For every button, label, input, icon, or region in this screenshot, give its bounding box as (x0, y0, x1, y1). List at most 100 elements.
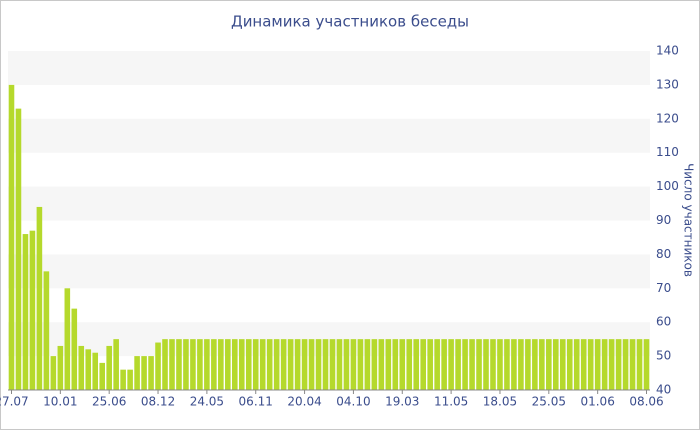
y-tick-label: 40 (656, 383, 671, 397)
bar (64, 288, 71, 390)
bar (587, 339, 594, 390)
x-tick-label: 27.07 (0, 395, 29, 409)
bar (252, 339, 259, 390)
bar (622, 339, 629, 390)
bar (406, 339, 413, 390)
bar (608, 339, 615, 390)
bar (378, 339, 385, 390)
x-tick-label: 01.06 (580, 395, 614, 409)
bar (134, 356, 140, 390)
bar (580, 339, 587, 390)
bar (225, 339, 231, 390)
bar (385, 339, 392, 390)
bar (427, 339, 433, 390)
y-axis-label: Число участников (682, 163, 696, 277)
bar (273, 339, 280, 390)
bar (336, 339, 343, 390)
bar (615, 339, 622, 390)
bar (57, 345, 64, 390)
bar (532, 339, 538, 390)
bar (315, 339, 322, 390)
bar (197, 339, 203, 390)
y-tick-label: 60 (656, 315, 671, 329)
bar (8, 84, 15, 391)
bar (462, 339, 468, 390)
y-tick-label: 50 (656, 349, 671, 363)
bar (190, 339, 196, 390)
bar (573, 339, 580, 390)
x-tick-label: 08.12 (141, 395, 175, 409)
y-tick-label: 110 (656, 145, 679, 159)
bar (259, 339, 266, 390)
bar (266, 339, 273, 390)
bar (497, 339, 503, 390)
bar (511, 339, 517, 390)
bar (78, 345, 85, 390)
bar (399, 339, 406, 390)
bar (469, 339, 475, 390)
grid-band (8, 51, 650, 85)
bar (448, 339, 454, 390)
bar (99, 362, 105, 390)
bar (504, 339, 510, 390)
bar (162, 339, 168, 390)
bar (357, 339, 364, 390)
x-tick-label: 06.11 (239, 395, 273, 409)
bar (566, 339, 573, 390)
bar (455, 339, 461, 390)
x-tick-label: 19.03 (385, 395, 419, 409)
bar (71, 308, 78, 390)
bar (636, 339, 643, 390)
bar (413, 339, 420, 390)
bar (371, 339, 378, 390)
bar (539, 339, 545, 390)
bar (441, 339, 447, 390)
y-tick-label: 70 (656, 281, 671, 295)
bar (120, 369, 126, 390)
bar (85, 349, 92, 390)
bar (364, 339, 371, 390)
bar (308, 339, 315, 390)
bar (92, 352, 99, 390)
bar (15, 108, 22, 390)
bar (434, 339, 440, 390)
y-tick-label: 130 (656, 77, 679, 91)
bar (476, 339, 482, 390)
bar (169, 339, 175, 390)
bar (294, 339, 301, 390)
x-tick-label: 10.01 (43, 395, 77, 409)
y-tick-label: 120 (656, 111, 679, 125)
bar (43, 271, 50, 390)
grid-band (8, 118, 650, 153)
chart-title: Динамика участников беседы (231, 13, 469, 31)
y-tick-label: 140 (656, 44, 679, 58)
bar (232, 339, 238, 390)
bar (525, 339, 531, 390)
bar (301, 339, 308, 390)
bar (629, 339, 636, 390)
bar (643, 339, 650, 390)
x-tick-label: 20.04 (287, 395, 321, 409)
bar (141, 356, 147, 390)
bar (218, 339, 224, 390)
bar (392, 339, 399, 390)
bar (601, 339, 608, 390)
bar (329, 339, 336, 390)
bar (113, 339, 119, 390)
bar (22, 234, 29, 390)
bar (559, 339, 566, 390)
y-tick-label: 90 (656, 213, 671, 227)
x-tick-label: 11.05 (434, 395, 468, 409)
bar (350, 339, 357, 390)
bar (553, 339, 559, 390)
x-tick-label: 25.06 (92, 395, 126, 409)
bar (322, 339, 329, 390)
bar (29, 230, 36, 390)
bar (343, 339, 350, 390)
bar (127, 369, 133, 390)
y-tick-label: 100 (656, 179, 679, 193)
grid-band (8, 186, 650, 221)
x-tick-label: 18.05 (483, 395, 517, 409)
